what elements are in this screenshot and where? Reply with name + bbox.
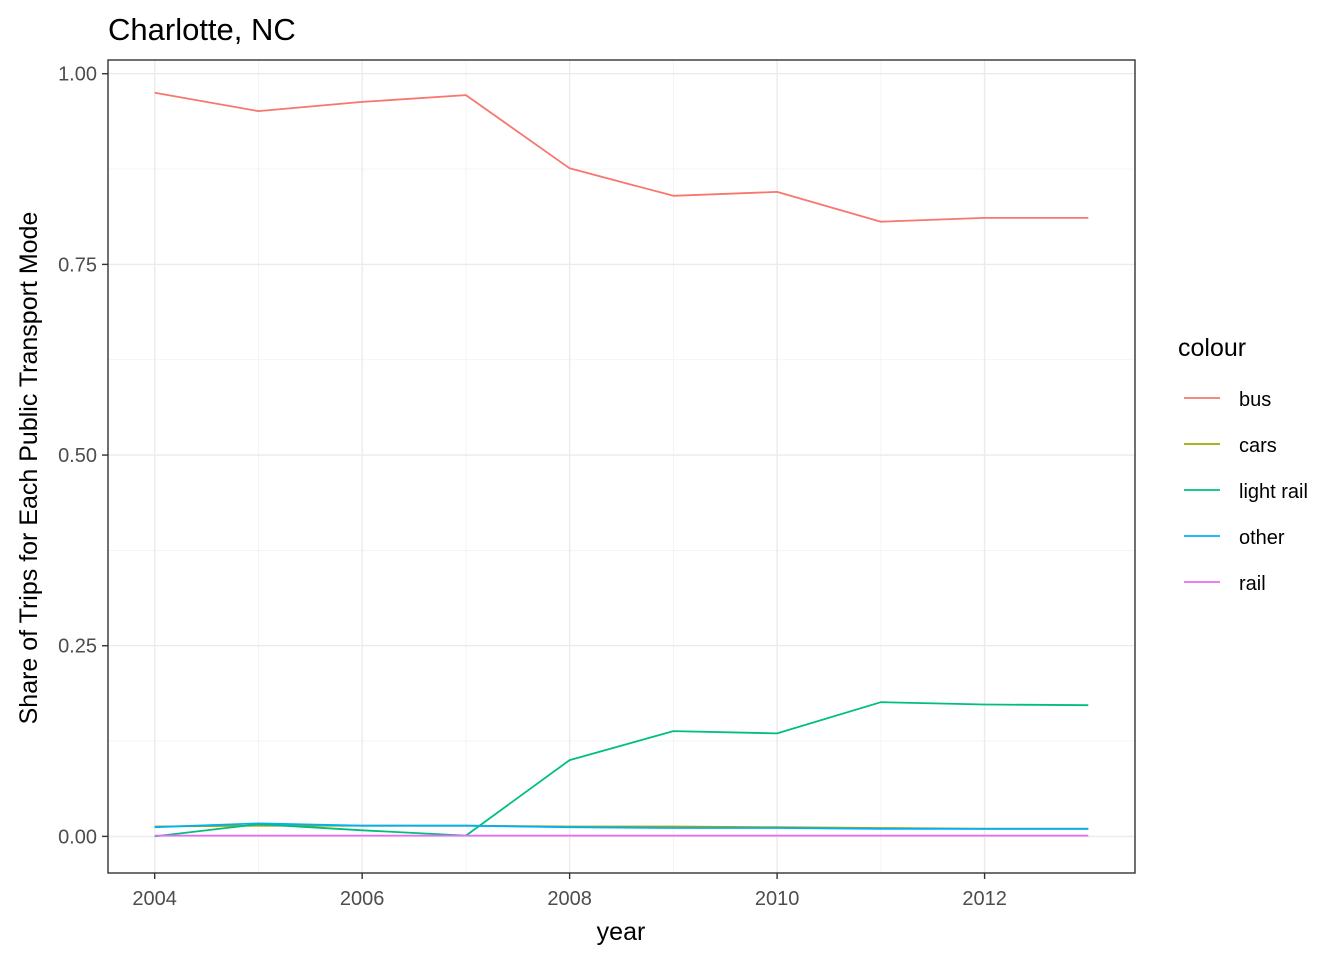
y-axis-title: Share of Trips for Each Public Transport… bbox=[15, 212, 43, 725]
series-line-bus bbox=[154, 91, 1089, 223]
x-axis: 2004 2006 2008 2010 2012 bbox=[132, 873, 1007, 910]
y-tick-label: 0.00 bbox=[58, 826, 97, 848]
y-tick-label: 1.00 bbox=[58, 64, 97, 86]
x-tick-label: 2004 bbox=[132, 888, 177, 910]
x-tick-label: 2010 bbox=[755, 888, 800, 910]
series-line-other bbox=[154, 822, 1089, 830]
y-axis: 0.00 0.25 0.50 0.75 1.00 bbox=[58, 64, 108, 848]
x-tick-label: 2008 bbox=[547, 888, 592, 910]
plot-panel-border bbox=[107, 59, 1136, 874]
legend-title: colour bbox=[1178, 334, 1246, 362]
y-tick-label: 0.75 bbox=[58, 254, 97, 276]
y-tick-label: 0.50 bbox=[58, 445, 97, 467]
series-line-light-rail bbox=[154, 701, 1089, 838]
x-tick-label: 2012 bbox=[962, 888, 1007, 910]
chart-title: Charlotte, NC bbox=[108, 12, 296, 47]
x-tick-label: 2006 bbox=[340, 888, 385, 910]
legend-label-rail: rail bbox=[1239, 573, 1266, 595]
legend-label-cars: cars bbox=[1239, 435, 1277, 457]
y-tick-label: 0.25 bbox=[58, 636, 97, 658]
legend-label-other: other bbox=[1239, 527, 1285, 549]
legend: colour bus cars light rail other rail bbox=[1178, 334, 1308, 595]
legend-label-bus: bus bbox=[1239, 389, 1271, 411]
series-lines bbox=[154, 91, 1089, 838]
x-axis-title: year bbox=[597, 918, 646, 946]
legend-label-light-rail: light rail bbox=[1239, 481, 1308, 503]
